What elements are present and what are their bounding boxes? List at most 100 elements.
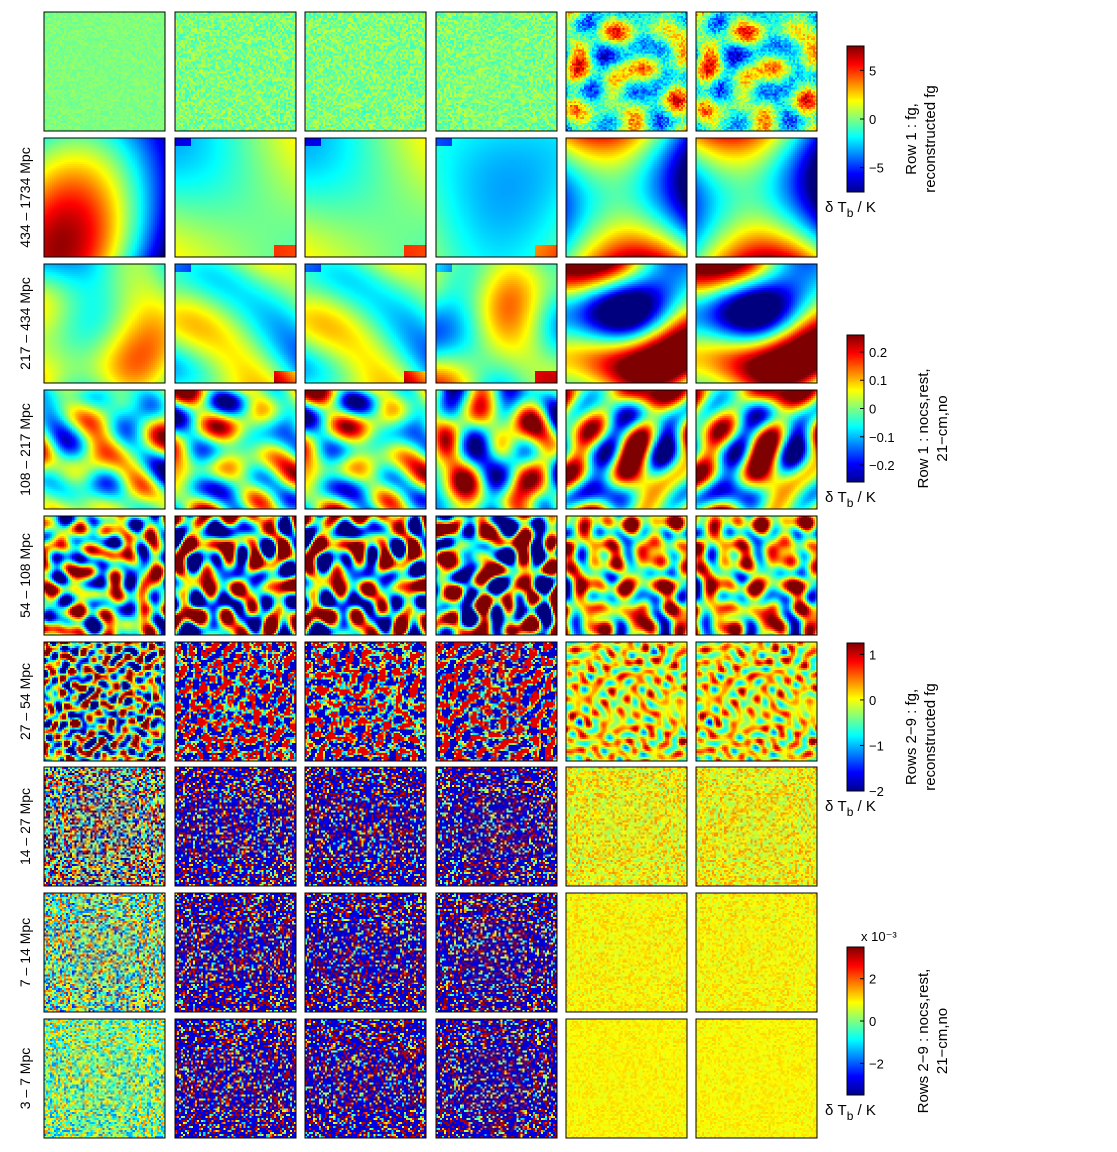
colorbar-3: 1 0 −1 −2δ Tb / K Rows 2−9 : fg, reconstructe…	[825, 642, 939, 819]
row-label-2: 434 – 1734 Mpc	[17, 147, 33, 247]
map-panel-r7-c3	[305, 767, 426, 886]
colorbar-unit-label: δ Tb / K	[825, 1102, 876, 1123]
panel-frame	[435, 389, 558, 510]
panel-frame	[435, 137, 558, 258]
panel-frame	[174, 1018, 297, 1139]
panel-frame	[435, 263, 558, 384]
map-panel-r7-c4	[436, 767, 557, 886]
colorbar-tick-label: −1	[869, 738, 884, 753]
panel-grid	[43, 11, 818, 1139]
colorbar-2: 0.2 0.1 0 −0.1 −0.2 δ Tb / K Row 1 : nocs,rest…	[825, 334, 951, 510]
map-panel-r3-c4	[436, 264, 557, 383]
colorbar-tick-label: −2	[869, 1056, 884, 1071]
colorbar-tick-label: −5	[869, 161, 884, 176]
panel-frame	[174, 263, 297, 384]
panel-frame	[565, 263, 688, 384]
colorbar-gradient	[846, 642, 865, 792]
panel-frame	[695, 515, 818, 636]
map-panel-r8-c5	[566, 893, 687, 1012]
colorbar-title-line2: reconstructed fg	[922, 85, 939, 193]
colorbar-multiplier: x 10⁻³	[861, 929, 897, 944]
panel-frame	[435, 1018, 558, 1139]
colorbar-tick-label: 0	[869, 112, 876, 127]
panel-frame	[304, 263, 427, 384]
panel-frame	[304, 11, 427, 132]
panel-frame	[43, 137, 166, 258]
map-panel-r4-c6	[696, 390, 817, 509]
panel-frame	[435, 892, 558, 1013]
map-panel-r3-c5	[566, 264, 687, 383]
panel-frame	[565, 515, 688, 636]
panel-frame	[695, 137, 818, 258]
row-labels: 434 – 1734 Mpc 217 – 434 Mpc 108 – 217 Mpc…	[17, 147, 33, 1109]
map-panel-r7-c1	[44, 767, 165, 886]
colorbar-title-line2: reconstructed fg	[922, 683, 939, 791]
colorbar-title-line1: Row 1 : fg,	[903, 103, 920, 175]
map-panel-r2-c6	[696, 138, 817, 257]
row-label-7: 14 – 27 Mpc	[17, 788, 33, 865]
map-panel-r6-c4	[436, 642, 557, 761]
panel-frame	[695, 766, 818, 887]
colorbar-tick-label: 0.2	[869, 345, 887, 360]
map-panel-r9-c2	[175, 1019, 296, 1138]
panel-frame	[695, 263, 818, 384]
panel-frame	[695, 892, 818, 1013]
colorbar-title-line1: Rows 2−9 : nocs,rest,	[915, 969, 932, 1114]
panel-frame	[304, 515, 427, 636]
panel-frame	[435, 11, 558, 132]
colorbar-tick-label: −2	[869, 784, 884, 799]
panel-frame	[43, 11, 166, 132]
row-label-6: 27 – 54 Mpc	[17, 663, 33, 740]
map-panel-r9-c3	[305, 1019, 426, 1138]
colorbar-tick-label: 0.1	[869, 373, 887, 388]
map-panel-r5-c5	[566, 516, 687, 635]
panel-frame	[304, 641, 427, 762]
panel-frame	[695, 641, 818, 762]
map-panel-r9-c5	[566, 1019, 687, 1138]
panel-frame	[565, 137, 688, 258]
panel-frame	[174, 137, 297, 258]
panel-frame	[43, 766, 166, 887]
map-panel-r4-c1	[44, 390, 165, 509]
panel-frame	[435, 515, 558, 636]
map-panel-r2-c4	[436, 138, 557, 257]
panel-frame	[43, 263, 166, 384]
map-panel-r7-c5	[566, 767, 687, 886]
colorbar-tick-label: 5	[869, 63, 876, 78]
colorbar-tick-label: 1	[869, 647, 876, 662]
row-label-5: 54 – 108 Mpc	[17, 533, 33, 618]
panel-frame	[565, 1018, 688, 1139]
panel-frame	[304, 892, 427, 1013]
map-panel-r4-c2	[175, 390, 296, 509]
colorbar-4: 2 0 −2 x 10⁻³ δ Tb / K Rows 2−9 : nocs,rest, 2…	[825, 929, 951, 1123]
panel-frame	[565, 892, 688, 1013]
map-panel-r8-c6	[696, 893, 817, 1012]
map-panel-r9-c6	[696, 1019, 817, 1138]
map-panel-r6-c1	[44, 642, 165, 761]
panel-frame	[695, 389, 818, 510]
map-panel-r5-c4	[436, 516, 557, 635]
map-panel-r1-c6	[696, 12, 817, 131]
colorbar-tick-label: 0	[869, 693, 876, 708]
map-panel-r9-c4	[436, 1019, 557, 1138]
panel-frame	[565, 389, 688, 510]
map-panel-r2-c2	[175, 138, 296, 257]
map-panel-r5-c6	[696, 516, 817, 635]
colorbar-1: 5 0 −5 δ Tb / K Row 1 : fg, reconstructed fg	[825, 45, 939, 220]
colorbar-tick-label: 0	[869, 1014, 876, 1029]
map-panel-r1-c3	[305, 12, 426, 131]
map-panel-r1-c2	[175, 12, 296, 131]
colorbar-unit-label: δ Tb / K	[825, 489, 876, 510]
map-panel-r1-c4	[436, 12, 557, 131]
map-panel-r5-c3	[305, 516, 426, 635]
row-label-8: 7 – 14 Mpc	[17, 918, 33, 987]
colorbar-title-line2: 21−cm,no	[934, 395, 951, 461]
map-panel-r8-c3	[305, 893, 426, 1012]
colorbar-tick-label: −0.2	[869, 458, 895, 473]
colorbar-unit-label: δ Tb / K	[825, 199, 876, 220]
panel-frame	[435, 766, 558, 887]
colorbar-unit-label: δ Tb / K	[825, 798, 876, 819]
map-panel-r1-c1	[44, 12, 165, 131]
panel-frame	[174, 641, 297, 762]
